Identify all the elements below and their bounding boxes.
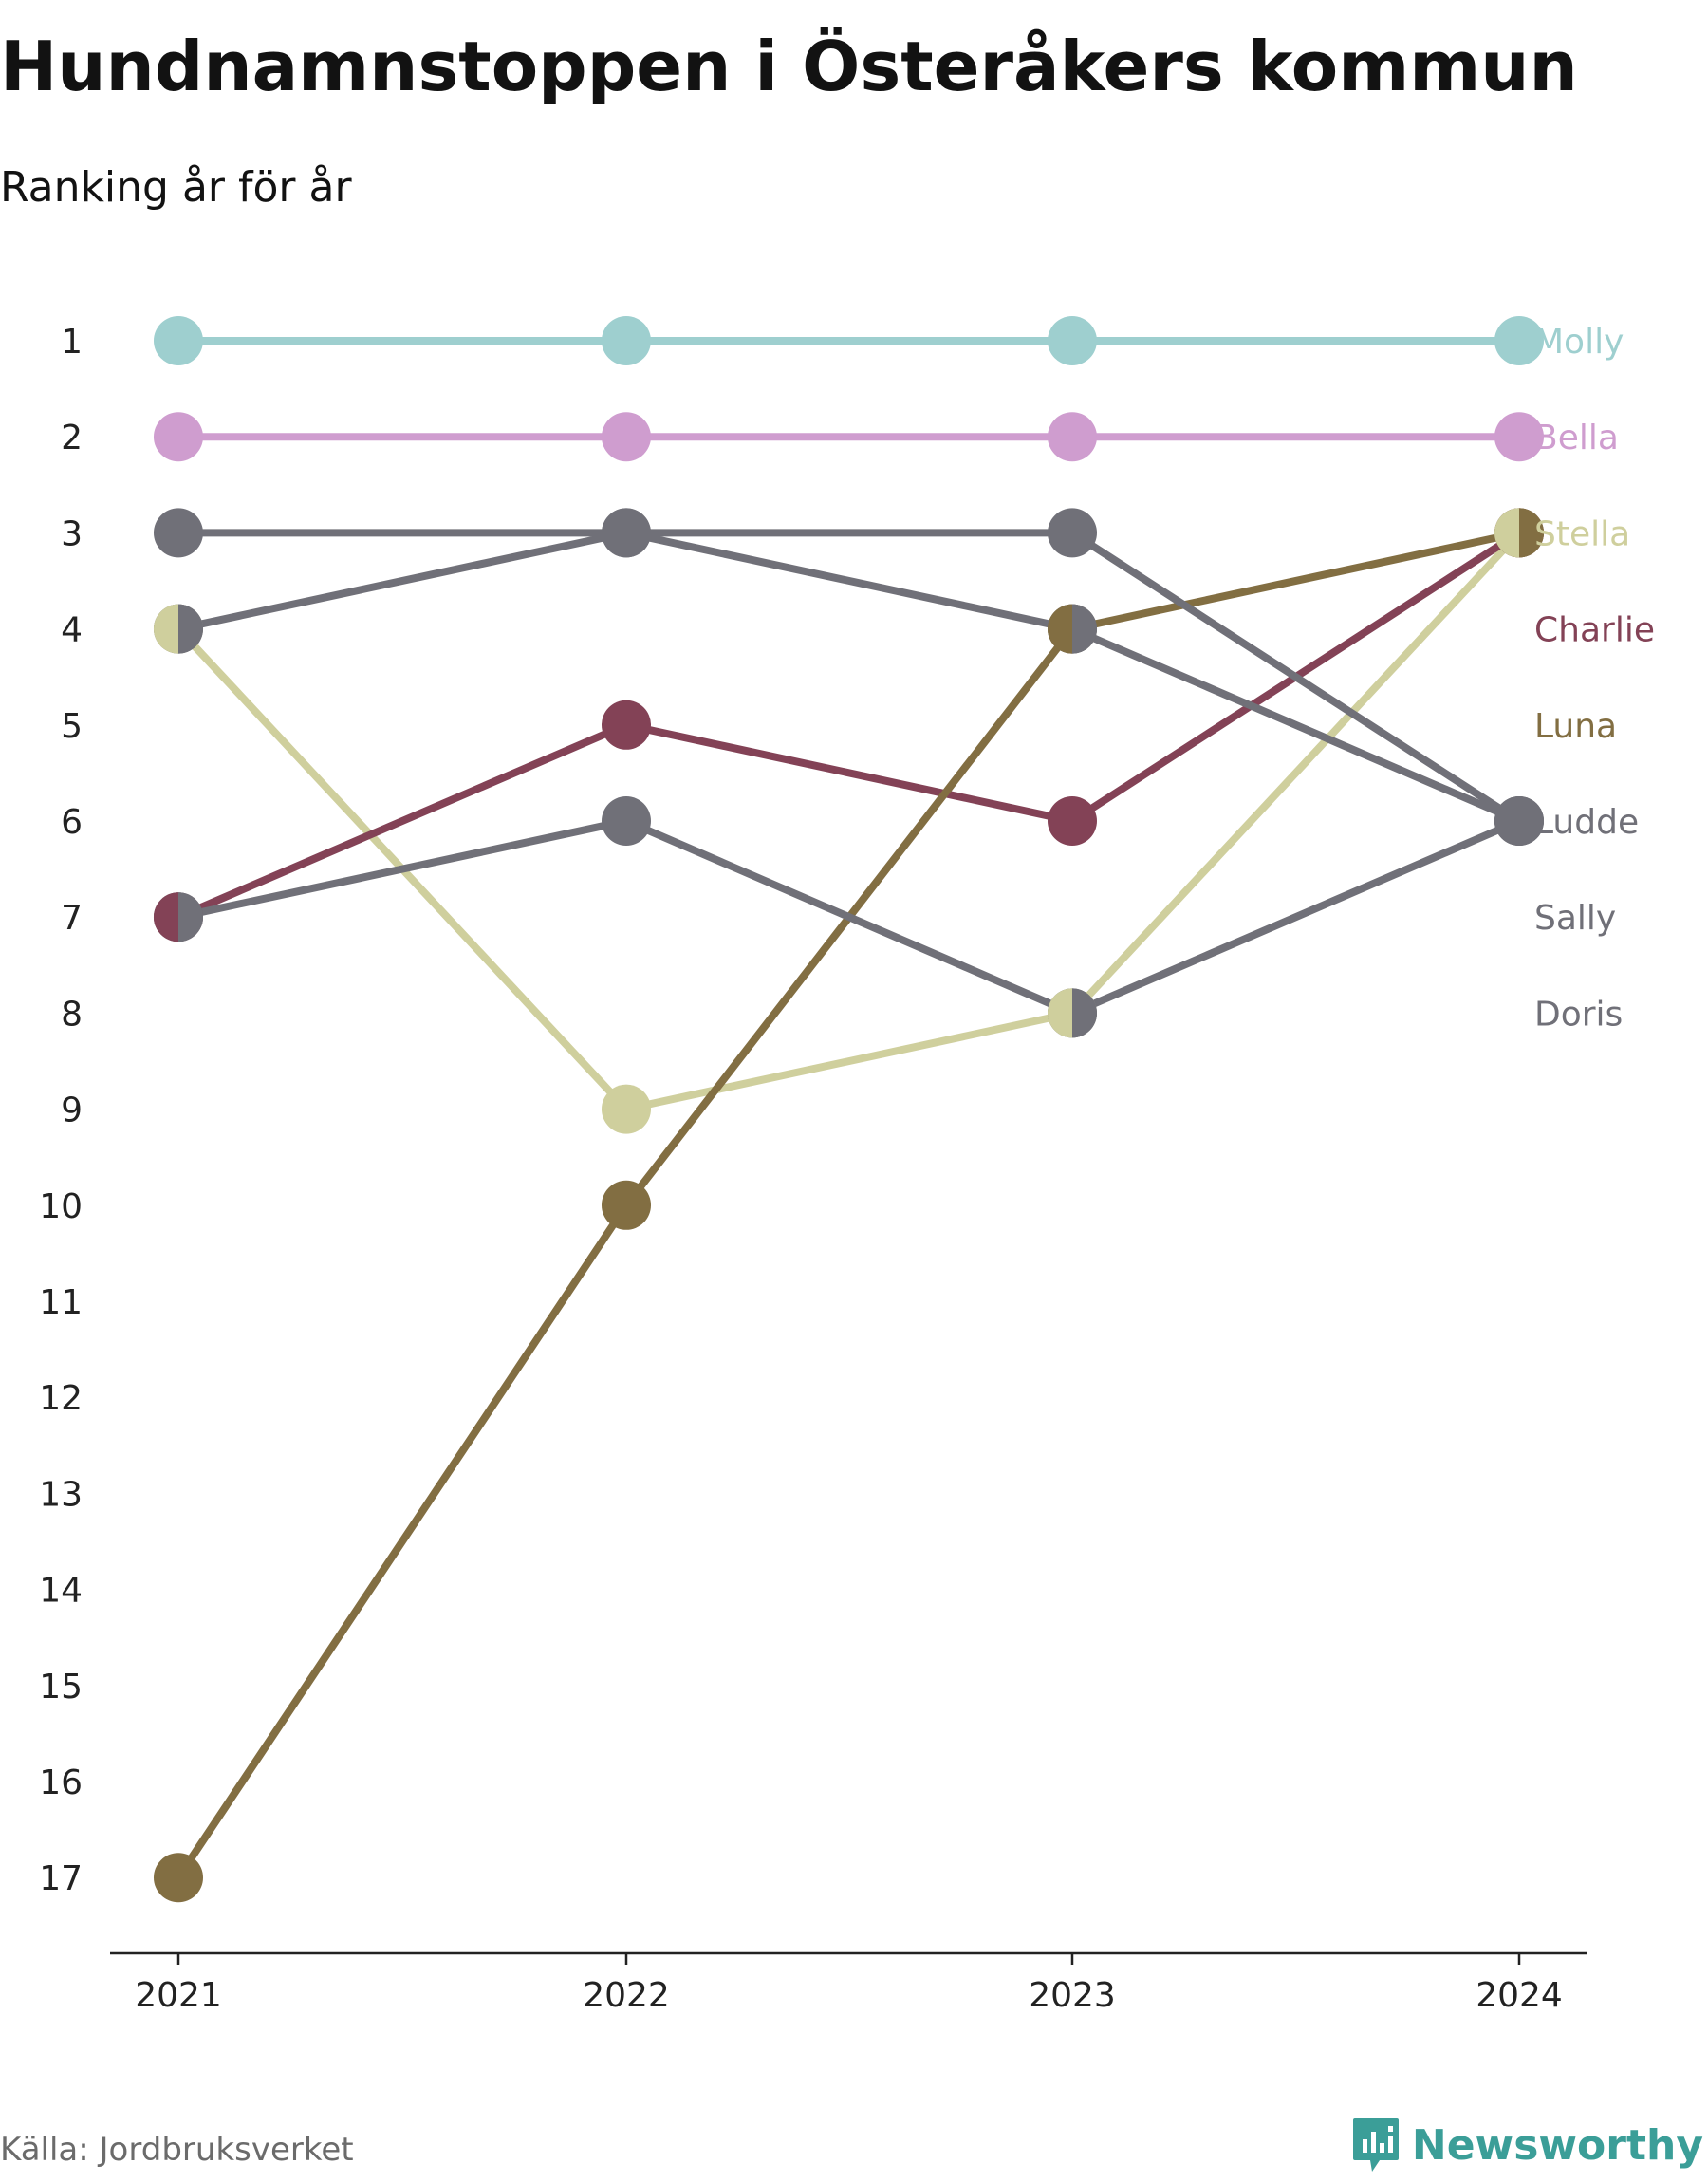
- y-tick-label: 1: [61, 323, 83, 362]
- y-tick-label: 15: [39, 1668, 83, 1707]
- data-point-luna: [602, 1180, 651, 1230]
- series-label-doris: Doris: [1534, 995, 1623, 1034]
- data-point-ludde: [1048, 508, 1097, 558]
- data-point-stella: [602, 1084, 651, 1134]
- y-tick-label: 10: [39, 1187, 83, 1226]
- data-point-bella: [154, 412, 203, 462]
- y-tick-label: 14: [39, 1572, 83, 1611]
- y-tick-label: 16: [39, 1763, 83, 1802]
- series-label-sally: Sally: [1534, 899, 1616, 938]
- data-point-sally: [602, 508, 651, 558]
- data-point-luna: [1048, 604, 1072, 654]
- data-point-bella: [1494, 412, 1544, 462]
- series-label-bella: Bella: [1534, 419, 1619, 457]
- y-tick-label: 4: [61, 611, 83, 650]
- brand-name: Newsworthy: [1411, 2120, 1703, 2170]
- data-point-charlie: [154, 892, 178, 942]
- data-point-bella: [1048, 412, 1097, 462]
- chart-subtitle: Ranking år för år: [0, 163, 352, 212]
- data-point-bella: [602, 412, 651, 462]
- data-point-stella: [1494, 508, 1519, 558]
- y-tick-label: 5: [61, 707, 83, 746]
- bar-chart-icon: [1352, 2118, 1399, 2172]
- data-point-doris: [178, 892, 204, 942]
- data-point-charlie: [602, 700, 651, 750]
- source-note: Källa: Jordbruksverket: [0, 2131, 354, 2169]
- x-tick-label: 2021: [135, 1976, 222, 2015]
- y-tick-label: 12: [39, 1379, 83, 1418]
- y-tick-label: 7: [61, 899, 83, 938]
- series-line-sally: [175, 529, 1523, 825]
- y-tick-label: 6: [61, 803, 83, 842]
- y-tick-label: 2: [61, 419, 83, 457]
- x-tick-label: 2024: [1476, 1976, 1563, 2015]
- series-end-labels: Molly Bella Stella Charlie Luna Ludde Sally Dor…: [1534, 323, 1655, 1034]
- series-lines: [175, 337, 1523, 1882]
- data-point-doris: [602, 796, 651, 846]
- x-axis-ticks: 2021 2022 2023 2024: [135, 1953, 1563, 2015]
- newsworthy-logo: Newsworthy: [1351, 2117, 1703, 2174]
- data-point-sally: [1072, 604, 1097, 654]
- series-label-ludde: Ludde: [1534, 803, 1639, 842]
- data-point-luna: [1519, 508, 1545, 558]
- series-label-stella: Stella: [1534, 514, 1630, 553]
- data-point-ludde: [154, 508, 203, 558]
- data-point-charlie: [1048, 796, 1097, 846]
- series-label-molly: Molly: [1534, 323, 1624, 362]
- data-point-molly: [154, 316, 203, 365]
- data-point-luna: [154, 1853, 203, 1903]
- y-tick-label: 8: [61, 995, 83, 1034]
- data-point-sally: [178, 604, 204, 654]
- series-line-ludde: [175, 529, 1523, 825]
- data-point-molly: [1494, 316, 1544, 365]
- series-points: [154, 316, 1545, 1903]
- series-line-stella: [175, 529, 1523, 1113]
- y-tick-label: 13: [39, 1475, 83, 1514]
- y-tick-label: 9: [61, 1092, 83, 1130]
- series-line-charlie: [175, 529, 1523, 922]
- data-point-stella: [154, 604, 178, 654]
- y-tick-label: 11: [39, 1283, 83, 1322]
- series-label-luna: Luna: [1534, 707, 1617, 746]
- data-point-stella: [1048, 988, 1072, 1038]
- series-label-charlie: Charlie: [1534, 611, 1655, 650]
- data-point-molly: [1048, 316, 1097, 365]
- data-point-doris: [1494, 796, 1544, 846]
- y-tick-label: 3: [61, 514, 83, 553]
- y-tick-label: 17: [39, 1859, 83, 1898]
- series-line-doris: [175, 817, 1523, 1017]
- x-tick-label: 2023: [1029, 1976, 1116, 2015]
- data-point-molly: [602, 316, 651, 365]
- x-tick-label: 2022: [583, 1976, 670, 2015]
- chart-title: Hundnamnstoppen i Österåkers kommun: [0, 27, 1578, 106]
- data-point-doris: [1072, 988, 1097, 1038]
